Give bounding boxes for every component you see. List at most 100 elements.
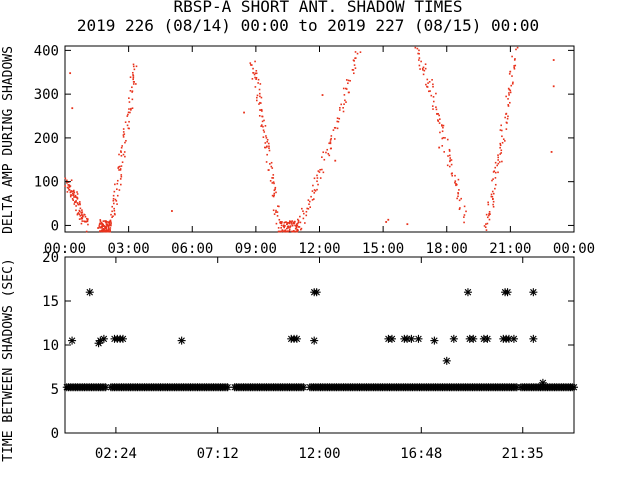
top-data-point [120,146,123,149]
top-data-point [109,230,112,233]
top-data-point [505,128,508,130]
bottom-x-tick-label: 02:24 [95,446,137,462]
top-data-point [80,222,83,225]
top-data-point [304,222,306,224]
top-data-point [294,220,296,223]
top-data-point [286,230,288,233]
top-data-point [441,145,444,147]
top-data-point [486,222,489,225]
top-data-point [120,151,122,153]
top-data-point [450,159,453,161]
top-data-point [102,220,105,222]
bottom-y-tick-label: 20 [42,250,59,266]
top-data-point [295,230,298,233]
top-data-point [105,226,108,229]
top-data-point [107,226,110,229]
top-data-point [76,213,79,216]
top-data-point [513,67,516,70]
top-data-point [118,169,120,171]
top-data-point [273,182,275,185]
top-data-point [514,58,516,60]
top-data-point [279,221,282,223]
top-data-point [441,125,443,127]
top-data-point [499,153,501,155]
top-data-point [255,72,258,75]
top-data-point [114,183,116,186]
top-data-point [118,165,121,168]
top-data-point [272,209,275,212]
top-data-point [171,210,173,212]
top-data-point [330,137,332,140]
top-data-point [428,81,431,83]
top-data-point [131,107,134,110]
top-data-point [131,71,134,74]
bottom-y-tick-label: 15 [42,294,59,310]
top-data-point [311,199,314,201]
top-data-point [269,180,272,182]
top-x-tick-label: 15:00 [362,241,404,257]
top-data-point [508,88,511,91]
top-data-point [515,48,517,51]
top-data-point [77,212,80,214]
top-data-point [435,108,438,111]
top-data-point [257,82,259,84]
top-data-point [130,107,132,110]
top-data-point [271,167,274,169]
top-data-point [492,203,494,206]
top-data-point [275,191,277,194]
top-data-point [67,184,70,186]
top-data-point [71,190,73,193]
top-data-point [132,81,135,83]
bottom-data-point [469,334,478,343]
top-data-point [499,142,502,145]
bottom-data-point [312,288,321,297]
top-data-point [313,189,316,191]
top-data-point [262,129,265,132]
top-data-point [263,119,265,122]
top-data-point [460,197,462,200]
top-data-point [129,111,131,114]
top-data-point [281,221,283,223]
top-data-point [509,89,512,92]
top-data-point [243,111,245,114]
top-data-point [312,184,314,187]
top-data-point [274,188,276,191]
top-data-point [511,75,513,77]
top-data-point [438,122,441,124]
top-data-point [512,81,514,84]
top-data-point [275,211,277,213]
top-data-point [508,92,510,94]
top-data-point [516,46,519,49]
top-data-point [261,115,264,118]
top-data-point [490,193,493,196]
top-data-point [439,131,441,134]
top-data-point [311,190,314,192]
top-data-point [345,101,347,103]
top-data-point [426,78,429,81]
top-x-tick-label: 00:00 [44,241,86,257]
bottom-data-point [85,288,94,297]
top-data-point [338,117,341,120]
top-x-axis: 00:00 03:00 06:00 09:00 12:00 15:00 18:00 21:00… [44,46,595,257]
top-data-point [108,230,110,233]
top-data-point [497,171,499,174]
top-data-point [128,120,130,123]
top-data-point [500,152,503,154]
top-data-point [281,229,284,232]
top-data-point [501,160,503,163]
top-data-point [513,59,516,61]
top-data-point [505,112,508,115]
top-data-point [290,223,293,225]
top-data-point [422,73,425,76]
top-data-point [257,78,260,81]
top-data-point [448,148,451,151]
top-data-point [118,153,120,156]
top-data-point [74,194,77,197]
top-data-point [321,168,323,171]
top-data-point [494,171,497,174]
top-data-point [336,127,339,130]
top-data-point [255,99,258,102]
top-data-point [107,224,110,227]
top-data-point [432,83,434,86]
top-data-point [418,64,421,67]
